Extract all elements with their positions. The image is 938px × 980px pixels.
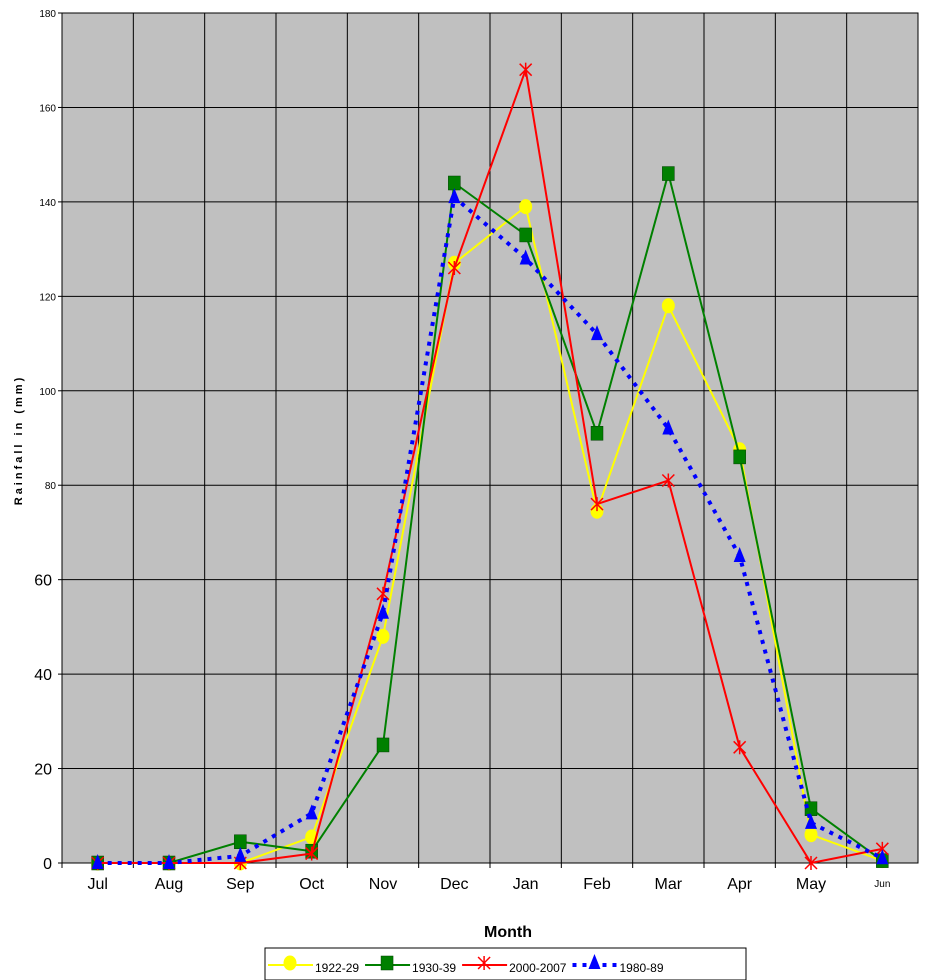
data-point bbox=[234, 846, 247, 862]
legend-item: 1930-39 bbox=[365, 955, 456, 975]
x-tick-label: Nov bbox=[369, 876, 397, 893]
legend-label: 2000-2007 bbox=[509, 961, 567, 975]
data-point bbox=[661, 473, 675, 488]
legend-item: 1980-89 bbox=[572, 954, 664, 975]
series-layer bbox=[91, 62, 889, 871]
data-point bbox=[733, 547, 746, 563]
data-point bbox=[305, 846, 319, 861]
legend-item: 2000-2007 bbox=[462, 956, 567, 975]
x-tick-label: Mar bbox=[655, 876, 683, 893]
x-tick-label: Jan bbox=[513, 876, 539, 893]
x-tick-label: Sep bbox=[226, 876, 255, 893]
data-point bbox=[234, 834, 247, 849]
data-point bbox=[519, 199, 533, 215]
legend-label: 1930-39 bbox=[412, 961, 456, 975]
x-tick-label: Dec bbox=[440, 876, 468, 893]
data-point bbox=[804, 856, 818, 870]
series-line bbox=[97, 193, 884, 865]
data-point bbox=[662, 419, 675, 435]
x-axis-ticks: Jul Aug Sep Oct Nov Dec Jan Feb Mar Apr May Jun bbox=[61, 863, 890, 893]
data-point bbox=[733, 740, 747, 755]
data-point bbox=[519, 227, 532, 243]
y-tick-label: 180 bbox=[39, 9, 56, 20]
x-tick-label: Aug bbox=[155, 876, 183, 893]
x-tick-label: May bbox=[796, 876, 826, 893]
legend: 1922-29 1930-39 2000-2007 1980-89 bbox=[264, 947, 747, 980]
grid-lines bbox=[62, 13, 918, 863]
data-point bbox=[448, 175, 461, 191]
data-point bbox=[91, 854, 104, 869]
data-point bbox=[376, 628, 390, 644]
legend-label: 1922-29 bbox=[315, 961, 359, 975]
data-point bbox=[590, 426, 604, 441]
y-tick-label: 20 bbox=[34, 762, 52, 779]
y-axis-title: Rainfall in (mm) bbox=[13, 375, 25, 506]
series-1980-89 bbox=[91, 188, 889, 869]
data-point bbox=[804, 827, 818, 843]
x-tick-label: Oct bbox=[299, 876, 324, 893]
legend-item: 1922-29 bbox=[268, 955, 359, 975]
data-point bbox=[376, 737, 390, 753]
data-point bbox=[805, 813, 817, 829]
data-point bbox=[519, 249, 532, 265]
data-point bbox=[163, 854, 175, 869]
x-tick-label: Jul bbox=[87, 876, 107, 893]
series-line bbox=[97, 65, 883, 865]
data-point bbox=[519, 62, 533, 77]
data-point bbox=[804, 801, 818, 816]
data-point bbox=[591, 325, 603, 341]
x-tick-label: Jun bbox=[874, 879, 890, 890]
x-axis-title: Month bbox=[484, 924, 532, 941]
series-line bbox=[97, 169, 883, 864]
y-tick-label: 60 bbox=[34, 573, 52, 590]
y-tick-label: 0 bbox=[43, 856, 52, 873]
data-point bbox=[662, 166, 675, 181]
data-point bbox=[305, 804, 318, 820]
y-tick-label: 100 bbox=[39, 387, 56, 398]
legend-swatch-marker bbox=[477, 956, 491, 970]
data-point bbox=[661, 298, 675, 314]
y-tick-label: 140 bbox=[39, 198, 56, 209]
y-tick-label: 40 bbox=[34, 667, 52, 684]
data-point bbox=[377, 603, 389, 619]
legend-label: 1980-89 bbox=[619, 961, 663, 975]
legend-swatch-marker bbox=[380, 955, 394, 971]
data-point bbox=[447, 261, 461, 275]
y-tick-label: 160 bbox=[39, 103, 56, 114]
x-tick-label: Feb bbox=[583, 876, 611, 893]
legend-swatch-marker bbox=[588, 954, 601, 969]
y-tick-label: 80 bbox=[45, 481, 57, 492]
y-tick-label: 120 bbox=[39, 292, 56, 303]
data-point bbox=[590, 497, 604, 512]
legend-swatch-marker bbox=[283, 955, 297, 971]
data-point bbox=[733, 449, 746, 465]
y-axis-ticks: 0 20 40 60 80 100 120 140 160 180 bbox=[34, 9, 62, 873]
data-point bbox=[876, 849, 889, 865]
data-point bbox=[448, 188, 461, 204]
x-tick-label: Apr bbox=[727, 876, 753, 893]
